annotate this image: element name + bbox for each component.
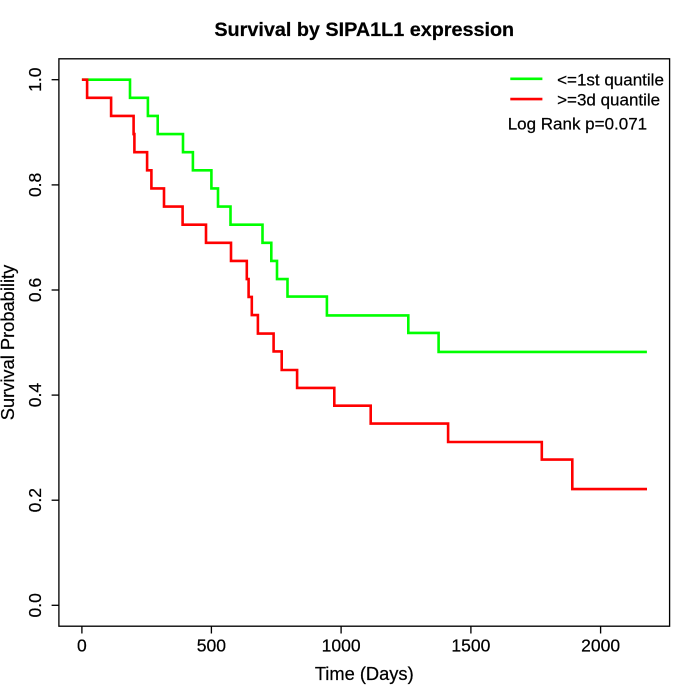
svg-text:1500: 1500 [451,635,490,655]
svg-text:Log Rank p=0.071: Log Rank p=0.071 [508,114,647,133]
svg-text:1.0: 1.0 [25,67,45,92]
svg-text:1000: 1000 [322,635,361,655]
svg-text:Time (Days): Time (Days) [315,663,414,684]
svg-text:0.2: 0.2 [25,488,45,512]
svg-text:2000: 2000 [581,635,620,655]
svg-text:>=3d quantile: >=3d quantile [557,91,660,110]
svg-text:<=1st quantile: <=1st quantile [557,70,664,89]
svg-text:Survival Probability: Survival Probability [0,264,18,420]
svg-text:500: 500 [197,635,226,655]
svg-text:Survival by SIPA1L1 expression: Survival by SIPA1L1 expression [214,19,514,41]
svg-text:0.6: 0.6 [25,278,45,302]
svg-text:0.8: 0.8 [25,173,45,197]
svg-text:0.0: 0.0 [25,593,45,618]
svg-text:0: 0 [77,635,87,655]
svg-text:0.4: 0.4 [25,383,45,408]
